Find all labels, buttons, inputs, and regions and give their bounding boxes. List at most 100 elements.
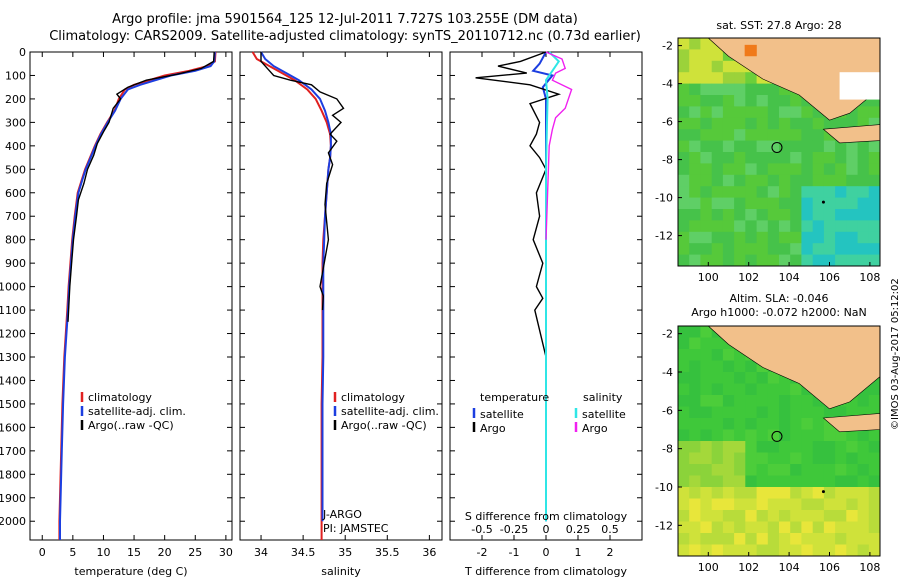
x-axis-label: T difference from climatology	[464, 565, 627, 578]
no-data-patch	[839, 72, 880, 100]
annotation-jargo: J-ARGO	[322, 508, 362, 521]
y-tick-label: 1700	[0, 445, 26, 458]
top-tick-label: 0	[543, 523, 550, 536]
map-y-tick-label: -6	[662, 404, 673, 417]
map-frame	[677, 37, 881, 267]
legend-heading-temperature: temperature	[480, 391, 549, 404]
title-line-1: Argo profile: jma 5901564_125 12-Jul-201…	[112, 12, 578, 27]
y-tick-label: 500	[5, 163, 26, 176]
legend-label: satellite-adj. clim.	[88, 405, 186, 418]
small-island	[821, 200, 825, 204]
legend-label: climatology	[88, 391, 152, 404]
y-tick-label: 900	[5, 257, 26, 270]
map-x-tick-label: 106	[819, 561, 840, 574]
x-tick-label: 35.5	[375, 546, 400, 559]
map-x-tick-label: 100	[698, 561, 719, 574]
small-island	[821, 490, 825, 494]
legend-heading-salinity: salinity	[583, 391, 623, 404]
map-title: Altim. SLA: -0.046	[729, 292, 828, 305]
x-tick-label: 36	[422, 546, 436, 559]
y-tick-label: 200	[5, 93, 26, 106]
legend-label: satellite	[582, 408, 626, 421]
top-tick-label: -0.5	[471, 523, 492, 536]
x-tick-label: 34	[254, 546, 268, 559]
title-line-2: Climatology: CARS2009. Satellite-adjuste…	[49, 29, 641, 44]
x-tick-label: 0	[39, 546, 46, 559]
map-y-tick-label: -6	[662, 116, 673, 129]
y-tick-label: 1000	[0, 281, 26, 294]
x-tick-label: -1	[509, 546, 520, 559]
copyright-label: ©IMOS 03-Aug-2017 05:12:02	[890, 278, 900, 430]
map-subtitle: Argo h1000: -0.072 h2000: NaN	[691, 306, 867, 319]
map-x-tick-label: 102	[738, 271, 759, 284]
map-x-tick-label: 100	[698, 271, 719, 284]
y-tick-label: 2000	[0, 515, 26, 528]
legend-label: Argo	[480, 422, 506, 435]
top-tick-label: 0.5	[601, 523, 619, 536]
x-tick-label: 30	[219, 546, 233, 559]
map-x-tick-label: 104	[779, 561, 800, 574]
map-y-tick-label: -10	[655, 481, 673, 494]
x-tick-label: 20	[158, 546, 172, 559]
series-line-satellite-adj.-clim.	[59, 51, 216, 540]
legend-label: satellite-adj. clim.	[341, 405, 439, 418]
map-y-tick-label: -4	[662, 366, 673, 379]
x-tick-label: 5	[69, 546, 76, 559]
x-tick-label: 0	[543, 546, 550, 559]
map-y-tick-label: -2	[662, 328, 673, 341]
series-line-argo	[260, 52, 345, 311]
map-title: sat. SST: 27.8 Argo: 28	[716, 19, 841, 32]
map-frame	[677, 325, 881, 557]
x-tick-label: 10	[96, 546, 110, 559]
argo-position-marker	[771, 430, 783, 442]
legend-label: Argo(..raw -QC)	[341, 419, 427, 432]
map-x-tick-label: 108	[859, 561, 880, 574]
map-y-tick-label: -8	[662, 443, 673, 456]
annotation-pi: PI: JAMSTEC	[323, 522, 389, 535]
y-tick-label: 1400	[0, 374, 26, 387]
map-y-tick-label: -12	[655, 230, 673, 243]
y-tick-label: 300	[5, 116, 26, 129]
map-y-tick-label: -8	[662, 154, 673, 167]
map-y-tick-label: -4	[662, 78, 673, 91]
sst-map	[677, 37, 881, 267]
x-tick-label: 2	[607, 546, 614, 559]
y-tick-label: 600	[5, 187, 26, 200]
x-axis-label: salinity	[321, 565, 361, 578]
y-tick-label: 1900	[0, 492, 26, 505]
x-axis-label: temperature (deg C)	[74, 565, 187, 578]
y-tick-label: 1800	[0, 468, 26, 481]
x-tick-label: 1	[575, 546, 582, 559]
y-tick-label: 1200	[0, 328, 26, 341]
map-y-tick-label: -10	[655, 192, 673, 205]
legend-label: Argo(..raw -QC)	[88, 419, 174, 432]
legend-label: Argo	[582, 422, 608, 435]
map-x-tick-label: 106	[819, 271, 840, 284]
series-line-temperature-argo	[475, 51, 562, 358]
y-tick-label: 100	[5, 69, 26, 82]
top-tick-label: 0.25	[566, 523, 591, 536]
y-tick-label: 0	[19, 46, 26, 59]
series-line-salinity-argo	[545, 51, 573, 240]
x-tick-label: -2	[477, 546, 488, 559]
series-line-salinity-satellite	[544, 51, 561, 522]
argo-position-marker	[771, 141, 783, 153]
top-axis-label: S difference from climatology	[465, 510, 628, 523]
series-line-argo	[67, 51, 215, 322]
map-y-tick-label: -12	[655, 519, 673, 532]
y-tick-label: 1100	[0, 304, 26, 317]
map-x-tick-label: 102	[738, 561, 759, 574]
x-tick-label: 34.5	[291, 546, 316, 559]
y-tick-label: 1300	[0, 351, 26, 364]
map-y-tick-label: -2	[662, 40, 673, 53]
panel-frame	[239, 51, 443, 541]
y-tick-label: 800	[5, 234, 26, 247]
legend-label: climatology	[341, 391, 405, 404]
y-tick-label: 1500	[0, 398, 26, 411]
panel-frame	[29, 51, 233, 541]
top-tick-label: -0.25	[500, 523, 528, 536]
legend-label: satellite	[480, 408, 524, 421]
x-tick-label: 35	[338, 546, 352, 559]
map-x-tick-label: 104	[779, 271, 800, 284]
